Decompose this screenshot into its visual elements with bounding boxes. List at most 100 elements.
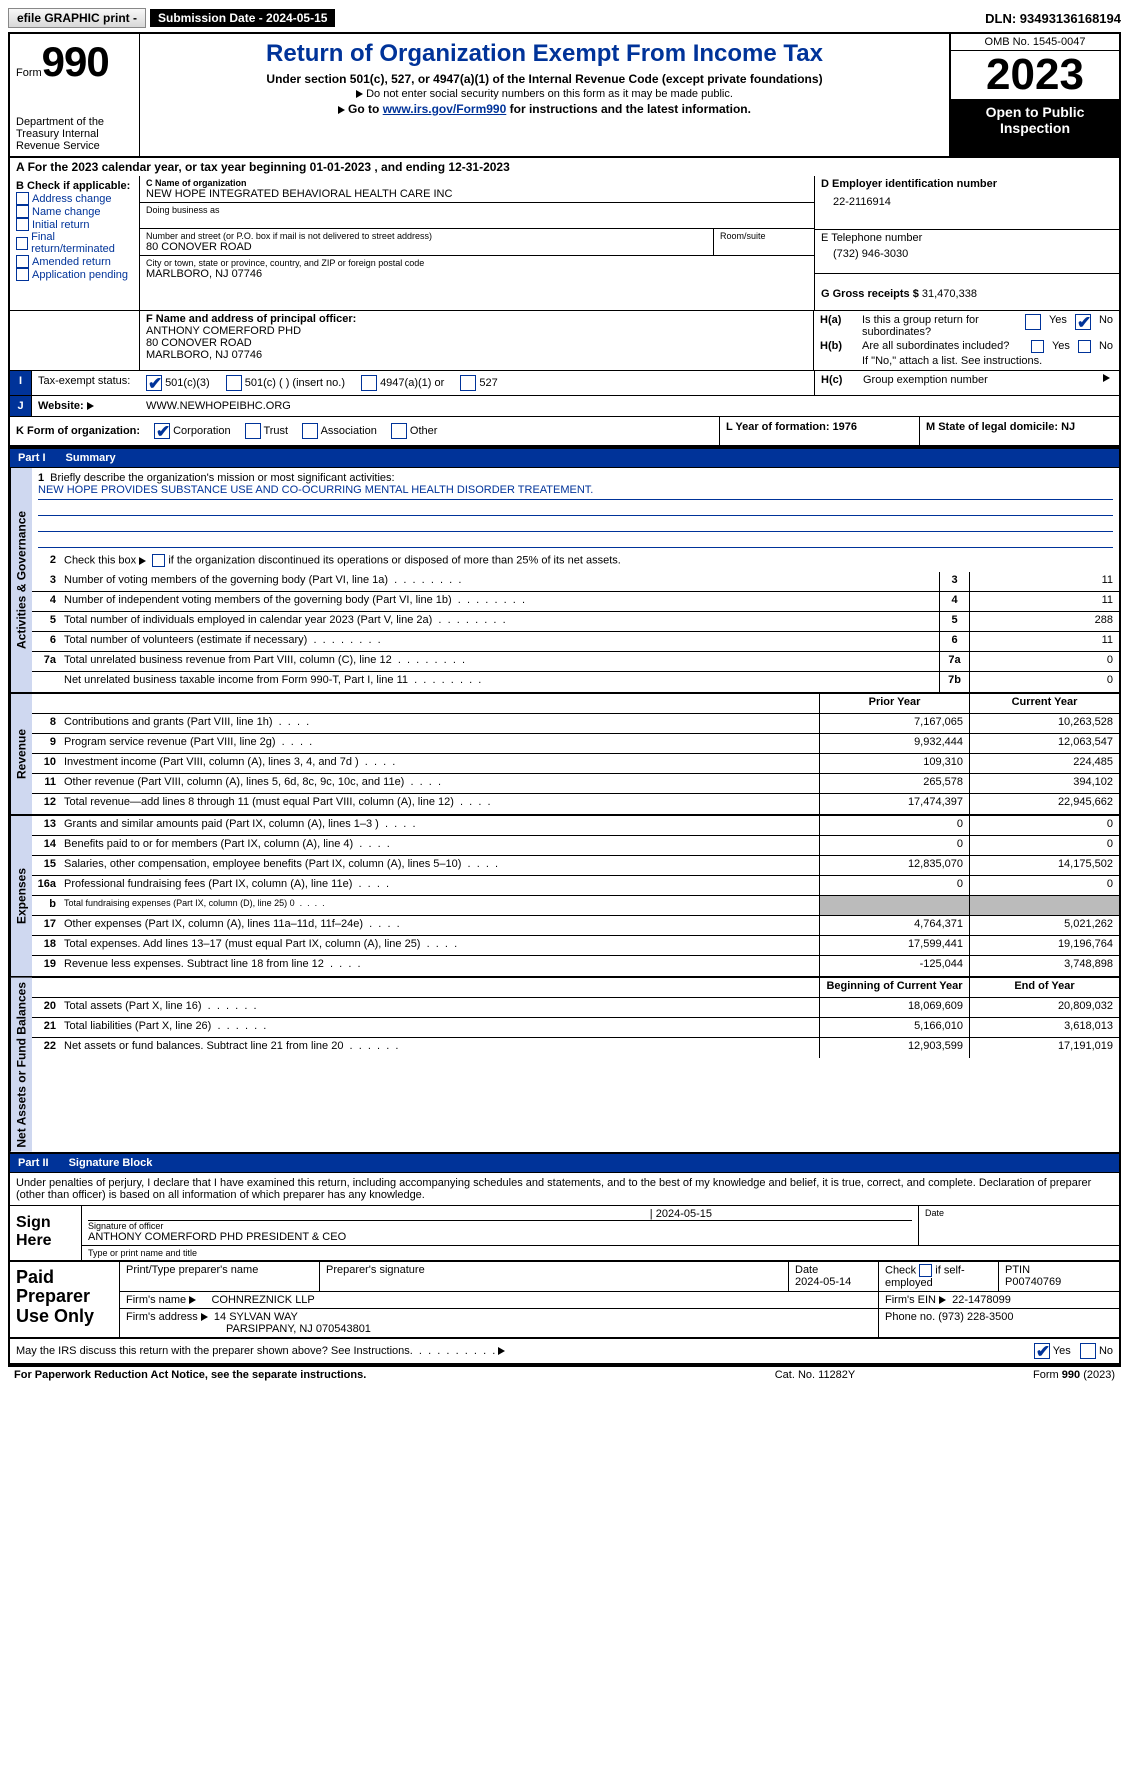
summary-line: 12Total revenue—add lines 8 through 11 (…: [32, 794, 1119, 814]
discuss-row: May the IRS discuss this return with the…: [10, 1339, 1119, 1365]
section-h: H(a)Is this a group return for subordina…: [814, 311, 1119, 370]
checkbox-discontinued[interactable]: [152, 554, 165, 567]
street-label: Number and street (or P.O. box if mail i…: [146, 231, 707, 241]
checkbox-trust[interactable]: [245, 423, 261, 439]
dba-label: Doing business as: [146, 205, 808, 215]
side-revenue: Revenue: [10, 694, 32, 814]
hc-text: Group exemption number: [863, 374, 1097, 386]
summary-line: bTotal fundraising expenses (Part IX, co…: [32, 896, 1119, 916]
summary-line: 9Program service revenue (Part VIII, lin…: [32, 734, 1119, 754]
efile-button[interactable]: efile GRAPHIC print -: [8, 8, 146, 28]
summary-line: Net unrelated business taxable income fr…: [32, 672, 1119, 692]
summary-line: 16aProfessional fundraising fees (Part I…: [32, 876, 1119, 896]
checkbox-hb-yes[interactable]: [1031, 340, 1044, 353]
side-governance: Activities & Governance: [10, 468, 32, 692]
section-d: D Employer identification number 22-2116…: [814, 176, 1119, 310]
summary-line: 3Number of voting members of the governi…: [32, 572, 1119, 592]
ein-label: D Employer identification number: [821, 178, 1113, 190]
checkbox-name-change[interactable]: [16, 205, 29, 218]
col-current: Current Year: [969, 694, 1119, 713]
checkbox-initial-return[interactable]: [16, 218, 29, 231]
mission-block: 1Briefly describe the organization's mis…: [32, 468, 1119, 552]
expenses-section: Expenses 13Grants and similar amounts pa…: [10, 814, 1119, 976]
hc-cell: H(c)Group exemption number: [814, 371, 1119, 395]
phone-value: (732) 946-3030: [821, 248, 1113, 260]
mission-blank: [38, 516, 1113, 532]
header-right: OMB No. 1545-0047 2023 Open to Public In…: [949, 34, 1119, 156]
b-header: B Check if applicable:: [16, 180, 133, 192]
form-container: Form990 Department of the Treasury Inter…: [8, 32, 1121, 1367]
side-netassets: Net Assets or Fund Balances: [10, 978, 32, 1152]
preparer-label: Paid Preparer Use Only: [10, 1262, 120, 1337]
summary-line: 13Grants and similar amounts paid (Part …: [32, 816, 1119, 836]
checkbox-address-change[interactable]: [16, 192, 29, 205]
type-name-label: Type or print name and title: [88, 1248, 1113, 1258]
checkbox-527[interactable]: [460, 375, 476, 391]
discuss-question: May the IRS discuss this return with the…: [16, 1345, 413, 1357]
summary-line: 14Benefits paid to or for members (Part …: [32, 836, 1119, 856]
checkbox-app-pending[interactable]: [16, 268, 29, 281]
checkbox-discuss-no[interactable]: [1080, 1343, 1096, 1359]
col-bcy: Beginning of Current Year: [819, 978, 969, 997]
form-number: 990: [42, 38, 109, 85]
summary-line: 4Number of independent voting members of…: [32, 592, 1119, 612]
k-row: K Form of organization: Corporation Trus…: [10, 417, 1119, 447]
section-f: [10, 311, 140, 370]
instructions-link[interactable]: www.irs.gov/Form990: [383, 102, 507, 116]
dln: DLN: 93493136168194: [985, 11, 1121, 26]
checkbox-ha-yes[interactable]: [1025, 314, 1041, 330]
mission-label: Briefly describe the organization's miss…: [50, 472, 394, 484]
sig-officer-label: Signature of officer: [88, 1221, 912, 1231]
hb-text: Are all subordinates included?: [862, 340, 1025, 352]
arrow-icon: [87, 402, 94, 410]
checkbox-amended-return[interactable]: [16, 255, 29, 268]
officer-street: 80 CONOVER ROAD: [146, 337, 807, 349]
officer-city: MARLBORO, NJ 07746: [146, 349, 807, 361]
checkbox-self-employed[interactable]: [919, 1264, 932, 1277]
checkbox-501c3[interactable]: [146, 375, 162, 391]
footer: For Paperwork Reduction Act Notice, see …: [8, 1367, 1121, 1383]
gross-label: G Gross receipts $: [821, 288, 919, 300]
opt-label: Initial return: [32, 219, 89, 231]
checkbox-corp[interactable]: [154, 423, 170, 439]
checkbox-discuss-yes[interactable]: [1034, 1343, 1050, 1359]
mission-blank: [38, 500, 1113, 516]
phone-label: E Telephone number: [821, 232, 1113, 244]
footer-left: For Paperwork Reduction Act Notice, see …: [14, 1369, 715, 1381]
summary-line: 10Investment income (Part VIII, column (…: [32, 754, 1119, 774]
summary-line: 15Salaries, other compensation, employee…: [32, 856, 1119, 876]
status-row: I Tax-exempt status: 501(c)(3) 501(c) ( …: [10, 370, 1119, 396]
part1-header: Part I Summary: [10, 447, 1119, 468]
perjury-text: Under penalties of perjury, I declare th…: [10, 1173, 1119, 1206]
checkbox-other[interactable]: [391, 423, 407, 439]
room-label: Room/suite: [720, 231, 808, 241]
checkbox-assoc[interactable]: [302, 423, 318, 439]
part2-num: Part II: [18, 1157, 49, 1169]
dept-label: Department of the Treasury Internal Reve…: [16, 116, 133, 152]
i-label: I: [10, 371, 32, 395]
ein-value: 22-2116914: [821, 196, 1113, 208]
officer-name: ANTHONY COMERFORD PHD: [146, 325, 807, 337]
part2-header: Part II Signature Block: [10, 1154, 1119, 1173]
preparer-row: Paid Preparer Use Only Print/Type prepar…: [10, 1262, 1119, 1339]
checkbox-501c[interactable]: [226, 375, 242, 391]
governance-section: Activities & Governance 1Briefly describ…: [10, 468, 1119, 692]
checkbox-ha-no[interactable]: [1075, 314, 1091, 330]
summary-line: 17Other expenses (Part IX, column (A), l…: [32, 916, 1119, 936]
form-title: Return of Organization Exempt From Incom…: [148, 40, 941, 68]
part1-num: Part I: [18, 452, 46, 464]
line2: Check this box if the organization disco…: [60, 552, 1119, 572]
k-options: K Form of organization: Corporation Trus…: [10, 417, 719, 445]
checkbox-4947[interactable]: [361, 375, 377, 391]
checkbox-final-return[interactable]: [16, 237, 28, 250]
submission-date: Submission Date - 2024-05-15: [150, 9, 335, 27]
tax-year: 2023: [951, 51, 1119, 100]
checkbox-hb-no[interactable]: [1078, 340, 1091, 353]
form-id-block: Form990 Department of the Treasury Inter…: [10, 34, 140, 156]
omb-number: OMB No. 1545-0047: [951, 34, 1119, 51]
j-label: J: [10, 396, 32, 416]
opt-label: Final return/terminated: [31, 231, 133, 255]
netassets-section: Net Assets or Fund Balances Beginning of…: [10, 976, 1119, 1154]
col-prior: Prior Year: [819, 694, 969, 713]
summary-line: 18Total expenses. Add lines 13–17 (must …: [32, 936, 1119, 956]
